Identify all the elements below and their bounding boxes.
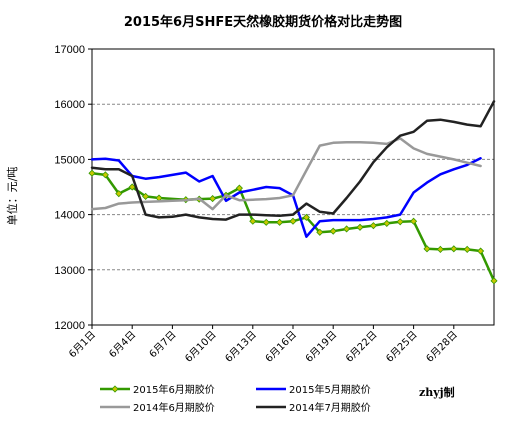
series-layer bbox=[88, 100, 498, 285]
data-point bbox=[302, 213, 310, 221]
legend-item: 2015年5月期胶价 bbox=[256, 383, 371, 396]
data-point bbox=[343, 225, 351, 233]
data-point bbox=[463, 245, 471, 253]
data-point bbox=[316, 228, 324, 236]
data-point bbox=[410, 217, 418, 225]
legend-label: 2015年5月期胶价 bbox=[289, 383, 371, 396]
data-point bbox=[383, 219, 391, 227]
data-point bbox=[477, 247, 485, 255]
data-point bbox=[101, 171, 109, 179]
data-point bbox=[128, 183, 136, 191]
legend-item: 2014年7月期胶价 bbox=[256, 401, 371, 414]
series-line bbox=[90, 157, 482, 238]
data-point bbox=[209, 195, 217, 203]
data-point bbox=[142, 192, 150, 200]
legend-label: 2014年6月期胶价 bbox=[133, 401, 215, 414]
legend-item: 2014年6月期胶价 bbox=[100, 401, 215, 414]
legend-label: 2015年6月期胶价 bbox=[133, 383, 215, 396]
series-3 bbox=[90, 137, 482, 211]
y-tick-label: 16000 bbox=[54, 99, 85, 111]
series-2 bbox=[90, 157, 482, 238]
data-point bbox=[436, 245, 444, 253]
data-point bbox=[88, 169, 96, 177]
data-point bbox=[249, 217, 257, 225]
data-point bbox=[115, 190, 123, 198]
y-axis-label: 单位：元/吨 bbox=[5, 167, 19, 226]
data-point bbox=[329, 227, 337, 235]
data-point bbox=[235, 184, 243, 192]
data-point bbox=[262, 218, 270, 226]
series-line bbox=[90, 100, 496, 221]
series-line bbox=[90, 137, 482, 211]
data-point bbox=[369, 222, 377, 230]
data-point bbox=[490, 277, 498, 285]
y-tick-label: 17000 bbox=[54, 44, 85, 56]
y-tick-label: 14000 bbox=[54, 210, 85, 222]
legend-label: 2014年7月期胶价 bbox=[289, 401, 371, 414]
y-tick-label: 12000 bbox=[54, 320, 85, 332]
y-axis-ticks: 12000 13000 14000 15000 16000 17000 bbox=[54, 44, 92, 332]
data-point bbox=[423, 245, 431, 253]
data-point bbox=[356, 223, 364, 231]
author-signature: zhyj制 bbox=[419, 385, 455, 399]
legend-item: 2015年6月期胶价 bbox=[100, 383, 215, 396]
series-4 bbox=[90, 100, 496, 221]
y-tick-label: 15000 bbox=[54, 154, 85, 166]
data-point bbox=[396, 218, 404, 226]
chart-title: 2015年6月SHFE天然橡胶期货价格对比走势图 bbox=[124, 14, 402, 30]
data-point bbox=[450, 245, 458, 253]
y-tick-label: 13000 bbox=[54, 265, 85, 277]
legend-marker bbox=[111, 385, 119, 393]
data-point bbox=[276, 218, 284, 226]
legend: 2015年6月期胶价 2015年5月期胶价 2014年6月期胶价 2014年7月期胶价 bbox=[100, 383, 371, 414]
data-point bbox=[289, 217, 297, 225]
